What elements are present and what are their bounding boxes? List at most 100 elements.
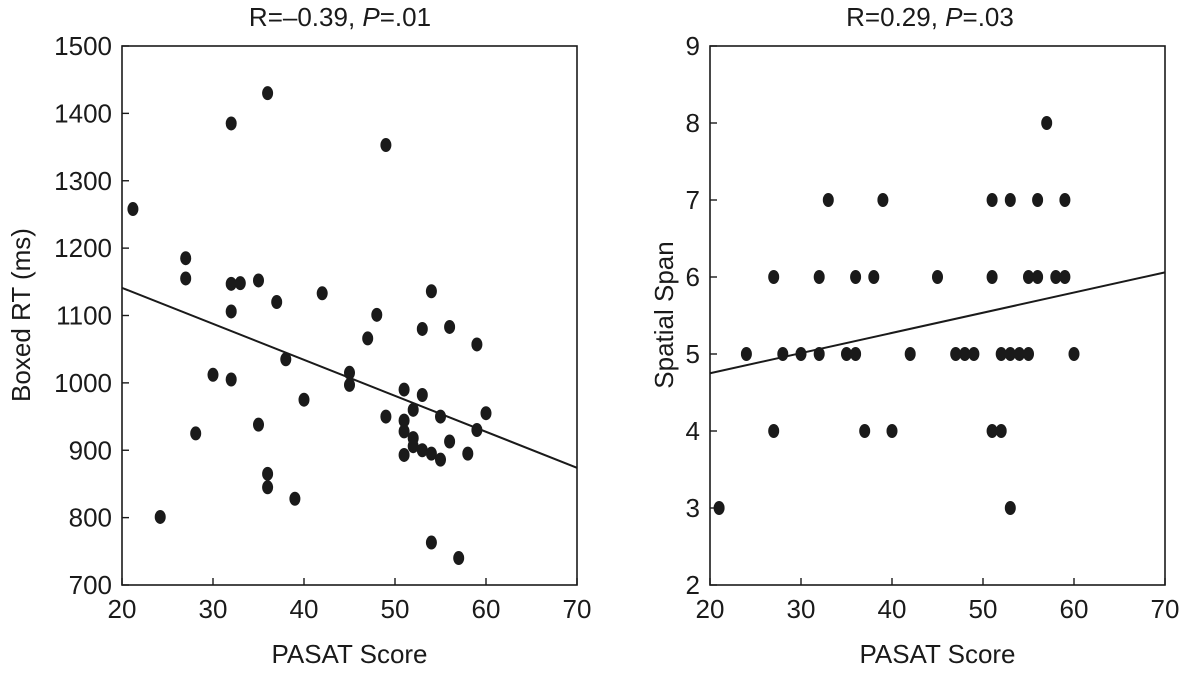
data-point xyxy=(180,271,192,286)
data-point xyxy=(986,424,998,438)
data-point xyxy=(425,446,437,461)
y-tick-label: 700 xyxy=(69,570,112,600)
data-point xyxy=(995,424,1007,438)
data-point xyxy=(795,347,807,361)
data-point xyxy=(262,466,274,481)
data-point xyxy=(316,286,328,301)
data-point xyxy=(1023,347,1034,361)
data-point xyxy=(995,347,1007,361)
chart-title-p-symbol: P xyxy=(945,2,963,32)
data-point xyxy=(1059,193,1071,207)
data-point xyxy=(225,372,237,387)
data-point xyxy=(225,116,237,131)
y-tick-label: 2 xyxy=(686,570,700,600)
regression-line xyxy=(709,271,1166,375)
data-point xyxy=(262,86,274,101)
chart-title-p-value: =.01 xyxy=(380,2,431,32)
data-point xyxy=(225,304,237,319)
y-tick-label: 1100 xyxy=(56,301,112,331)
y-tick-label: 1300 xyxy=(54,166,112,196)
x-tick-label: 60 xyxy=(472,594,501,624)
data-point xyxy=(1032,193,1044,207)
data-point xyxy=(740,347,752,361)
data-point xyxy=(444,319,456,334)
chart-title: R=–0.39, P=.01 xyxy=(249,2,431,32)
data-point xyxy=(289,491,301,506)
data-point xyxy=(416,388,428,403)
data-point xyxy=(435,409,446,424)
y-axis-label: Boxed RT (ms) xyxy=(6,228,36,402)
y-tick-label: 5 xyxy=(686,339,700,369)
x-tick-label: 70 xyxy=(563,594,592,624)
data-point xyxy=(813,270,825,284)
data-point xyxy=(190,426,202,441)
data-point xyxy=(1041,116,1053,130)
data-point xyxy=(850,270,862,284)
y-tick-label: 1200 xyxy=(54,233,112,263)
data-point xyxy=(298,392,310,407)
y-axis-label: Spatial Span xyxy=(649,241,679,388)
data-point xyxy=(777,347,789,361)
data-point xyxy=(416,443,428,458)
data-point xyxy=(398,382,410,397)
data-point xyxy=(1032,270,1044,284)
chart-title-p-symbol: P xyxy=(362,2,380,32)
data-point xyxy=(207,367,219,382)
y-tick-label: 1500 xyxy=(54,31,112,61)
chart-title-p-value: =.03 xyxy=(963,2,1014,32)
data-point xyxy=(416,321,428,336)
data-point xyxy=(380,409,392,424)
chart-title-stat: R=0.29, xyxy=(846,2,945,32)
data-point xyxy=(253,273,264,288)
data-point xyxy=(407,439,419,454)
chart-panel-1: R=–0.39, P=.01 20 30 40 50 60 70 700 800 900 1000 1… xyxy=(6,2,591,669)
data-point xyxy=(407,402,419,417)
x-tick-label: 50 xyxy=(969,594,998,624)
data-point xyxy=(904,347,916,361)
y-tick-label: 3 xyxy=(686,493,700,523)
data-point xyxy=(462,446,474,461)
data-point xyxy=(435,452,446,467)
data-point xyxy=(1050,270,1062,284)
data-point xyxy=(344,377,355,392)
y-tick-label: 6 xyxy=(686,262,700,292)
data-point xyxy=(968,347,980,361)
data-point xyxy=(180,251,192,266)
x-tick-label: 20 xyxy=(108,594,137,624)
data-point xyxy=(425,284,437,299)
data-point xyxy=(253,417,264,432)
data-point xyxy=(859,424,871,438)
data-point xyxy=(986,270,998,284)
x-axis-label: PASAT Score xyxy=(271,639,427,669)
y-tick-label: 800 xyxy=(69,503,112,533)
data-point xyxy=(471,423,483,438)
plot-frame xyxy=(709,45,1166,586)
y-tick-label: 7 xyxy=(686,185,700,215)
x-tick-label: 30 xyxy=(199,594,228,624)
data-point xyxy=(362,331,374,346)
y-tick-label: 900 xyxy=(69,435,112,465)
x-tick-label: 40 xyxy=(878,594,907,624)
data-point xyxy=(1059,270,1071,284)
chart-title: R=0.29, P=.03 xyxy=(846,2,1014,32)
data-point xyxy=(1004,193,1016,207)
data-point xyxy=(877,193,889,207)
data-point xyxy=(1004,347,1016,361)
data-point xyxy=(234,276,246,291)
data-point xyxy=(959,347,971,361)
data-point xyxy=(768,424,780,438)
data-point xyxy=(850,347,862,361)
data-point xyxy=(453,551,465,566)
x-tick-label: 70 xyxy=(1151,594,1180,624)
x-tick-label: 30 xyxy=(787,594,816,624)
x-tick-label: 50 xyxy=(381,594,410,624)
data-point xyxy=(444,434,456,449)
x-tick-label: 40 xyxy=(290,594,319,624)
x-axis-label: PASAT Score xyxy=(859,639,1015,669)
x-tick-label: 60 xyxy=(1060,594,1089,624)
data-point xyxy=(1004,501,1016,515)
data-point xyxy=(1068,347,1080,361)
x-tick-label: 20 xyxy=(696,594,725,624)
data-point xyxy=(371,307,383,322)
